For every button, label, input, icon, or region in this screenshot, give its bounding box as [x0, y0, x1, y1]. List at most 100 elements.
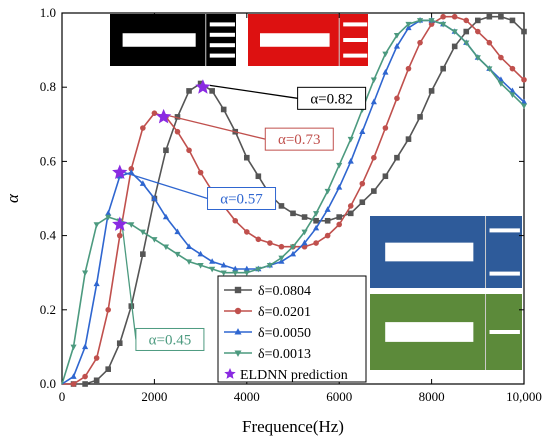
- data-point: [428, 88, 435, 94]
- annotation-0: α=0.82: [209, 84, 367, 110]
- data-point: [289, 244, 297, 251]
- data-point: [128, 166, 135, 172]
- data-point: [371, 154, 377, 161]
- structure-red-inset: [248, 14, 368, 66]
- data-point: [163, 147, 169, 154]
- data-point: [451, 43, 458, 50]
- x-tick-label: 0: [59, 389, 66, 404]
- y-axis-title: α: [3, 193, 22, 203]
- series-layer: [61, 13, 528, 387]
- prediction-points: [112, 79, 211, 231]
- data-point: [486, 13, 493, 20]
- data-point: [82, 373, 88, 380]
- data-point: [347, 203, 354, 209]
- data-point: [82, 343, 89, 350]
- data-point: [336, 221, 343, 228]
- data-point: [209, 258, 216, 264]
- data-point: [243, 265, 250, 272]
- data-point: [255, 236, 262, 243]
- data-point: [232, 270, 239, 277]
- structure-red-cavity: [260, 33, 330, 47]
- annotation-2: α=0.57: [124, 171, 277, 210]
- data-point: [451, 13, 458, 20]
- data-point: [220, 261, 227, 268]
- structure-insets: [110, 14, 522, 370]
- data-point: [394, 95, 400, 102]
- data-point: [266, 263, 273, 269]
- data-point: [105, 366, 111, 372]
- data-point: [197, 169, 204, 176]
- data-point: [278, 203, 285, 209]
- data-point: [209, 266, 216, 273]
- data-point: [440, 21, 447, 28]
- data-point: [313, 240, 319, 246]
- data-point: [451, 29, 458, 35]
- data-point: [278, 255, 285, 262]
- annotation-label: α=0.73: [278, 132, 321, 148]
- data-point: [428, 18, 435, 24]
- legend-entry-label: δ=0.0050: [258, 326, 311, 341]
- annotations: α=0.82 α=0.73 α=0.57 α=0.45: [112, 79, 367, 351]
- annotation-leader: [121, 224, 137, 340]
- prediction-star: [156, 108, 172, 124]
- data-point: [197, 250, 204, 257]
- data-point: [93, 222, 100, 228]
- prediction-star: [112, 164, 128, 179]
- annotation-box: [207, 187, 277, 210]
- data-point: [370, 98, 377, 105]
- annotation-leader: [165, 114, 266, 140]
- data-point: [139, 180, 146, 186]
- structure-green-inset: [370, 294, 522, 370]
- data-point: [128, 222, 135, 228]
- axes: 0 2000 4000 6000 8000 10,000 0.0 0.2 0.4 0.6 0.8 1.…: [40, 5, 542, 404]
- data-point: [220, 270, 227, 277]
- data-point: [509, 17, 516, 24]
- y-tick-label: 1.0: [40, 5, 56, 20]
- data-point: [336, 214, 342, 220]
- data-point: [324, 188, 331, 195]
- data-point: [393, 33, 401, 39]
- data-point: [151, 195, 158, 201]
- data-point: [370, 77, 377, 84]
- data-point: [116, 340, 123, 346]
- y-tick-label: 0.0: [40, 376, 56, 391]
- data-point: [313, 211, 320, 217]
- data-point: [313, 217, 319, 224]
- data-point: [278, 243, 285, 250]
- structure-black-slit: [209, 43, 235, 48]
- data-point: [185, 243, 193, 249]
- data-point: [244, 229, 250, 235]
- data-point: [105, 307, 111, 313]
- data-point: [116, 232, 123, 239]
- data-point: [93, 280, 100, 287]
- data-point: [70, 344, 77, 351]
- data-point: [324, 217, 331, 224]
- data-point: [105, 209, 112, 216]
- data-point: [151, 110, 158, 116]
- data-point: [416, 18, 424, 24]
- data-point: [197, 263, 204, 269]
- series-3: [61, 18, 528, 385]
- data-point: [70, 381, 77, 387]
- legend-swatch-marker: [234, 350, 242, 357]
- x-tick-label: 4000: [234, 389, 260, 404]
- x-tick-label: 6000: [326, 389, 352, 404]
- x-tick-label: 2000: [141, 389, 167, 404]
- data-point: [255, 173, 262, 180]
- annotation-box: [297, 86, 367, 110]
- data-point: [509, 92, 516, 98]
- legend-swatch-marker: [234, 307, 242, 315]
- data-point: [82, 381, 88, 387]
- data-point: [186, 147, 192, 154]
- data-point: [336, 162, 343, 169]
- annotation-leader: [209, 84, 298, 99]
- data-point: [267, 240, 273, 246]
- structure-black-slit: [209, 22, 235, 27]
- data-point: [93, 377, 100, 384]
- data-point: [289, 250, 297, 257]
- data-point: [301, 214, 308, 220]
- x-tick-label: 10,000: [506, 389, 542, 404]
- data-point: [405, 65, 412, 72]
- legend-swatch-marker: [234, 328, 242, 335]
